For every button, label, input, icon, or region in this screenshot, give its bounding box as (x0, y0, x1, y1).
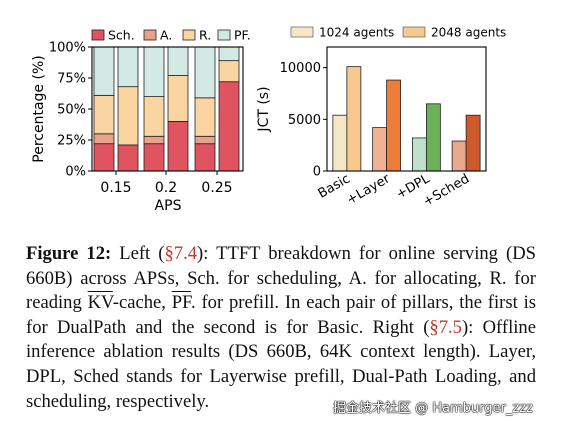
caption-pf: PF (171, 292, 191, 314)
ttft-breakdown-chart: Sch. A. R. PF. 0% 25% 50% 75% 100%Percentage (%)… (31, 28, 251, 215)
bar-segment (117, 86, 139, 146)
caption-text-1: Left ( (111, 243, 165, 264)
bar-segment (93, 94, 115, 135)
x-tick-label: 0.2 (155, 180, 177, 196)
plot-frame (91, 46, 244, 172)
legend-swatch (217, 29, 231, 41)
section-ref-link-1[interactable]: §7.4 (164, 243, 198, 264)
watermark: 掘金技术社区 @ Hamburger_zzz (333, 401, 533, 416)
bar-segment (218, 46, 240, 62)
y-axis-label: Percentage (%) (31, 55, 47, 162)
legend-swatch (402, 26, 426, 38)
bar-segment (194, 46, 216, 99)
bar-segment (167, 46, 189, 76)
bar-segment (218, 81, 240, 172)
bar-segment (194, 97, 216, 137)
legend-label: PF. (234, 28, 251, 43)
figure-caption: Figure 12: Left (§7.4): TTFT breakdown f… (26, 242, 536, 414)
bar (465, 114, 481, 172)
bar (411, 137, 427, 172)
y-tick-label: 25% (57, 134, 86, 149)
bar-segment (167, 121, 189, 172)
x-tick-label: +Layer (344, 171, 393, 208)
bar (332, 114, 348, 172)
y-tick-label: 75% (57, 72, 86, 87)
legend-label: 1024 agents (319, 26, 394, 40)
bar-segment (143, 46, 165, 97)
bar-segment (93, 143, 115, 172)
bar-segment (143, 96, 165, 137)
y-tick-label: 50% (57, 103, 86, 118)
x-tick-label: 0.15 (100, 180, 131, 196)
bar-segment (93, 46, 115, 96)
caption-text-3: -cache, (112, 292, 172, 314)
bar-segment (194, 135, 216, 145)
section-ref-link-2[interactable]: §7.5 (429, 316, 462, 338)
caption-text-4: . for prefill. In each pair of pillars, … (26, 292, 536, 338)
legend-label: Sch. (108, 28, 135, 43)
x-axis-label: APS (155, 198, 182, 214)
figure-12: Sch. A. R. PF. 0% 25% 50% 75% 100%Percentage (%)… (31, 26, 506, 215)
legend-label: R. (199, 28, 211, 43)
bar (346, 66, 362, 172)
bar-segment (117, 46, 139, 88)
bar-segment (194, 143, 216, 172)
y-axis-label: JCT (s) (256, 86, 272, 132)
y-tick-label: 0% (65, 165, 86, 180)
bar-segment (218, 60, 240, 83)
legend-label: 2048 agents (431, 26, 506, 40)
legend-swatch (91, 29, 105, 41)
bar-segment (167, 75, 189, 122)
y-tick-label: 100% (49, 41, 86, 56)
bar (451, 140, 467, 172)
caption-text-5: ): Offline inference ablation results (D… (26, 316, 536, 412)
legend-swatch (290, 26, 314, 38)
legend-swatch (182, 29, 196, 41)
plot-frame (326, 46, 487, 172)
caption-kv: KV (87, 292, 113, 314)
bar-segment (143, 143, 165, 172)
y-tick-label: 10000 (280, 61, 321, 76)
y-tick-label: 5000 (288, 113, 321, 128)
x-tick-label: +Sched (421, 171, 472, 209)
bar-segment (93, 133, 115, 145)
legend-swatch (143, 29, 157, 41)
bar-segment (117, 144, 139, 172)
bar (386, 79, 402, 172)
bar (425, 103, 441, 172)
x-tick-label: 0.25 (201, 180, 232, 196)
bar-segment (143, 135, 165, 145)
caption-text-2: ): TTFT breakdown for online serving (DS… (26, 243, 536, 314)
y-tick-label: 0 (313, 165, 321, 180)
caption-label: Figure 12: (26, 243, 112, 264)
bar (372, 127, 388, 172)
legend-label: A. (160, 28, 172, 43)
